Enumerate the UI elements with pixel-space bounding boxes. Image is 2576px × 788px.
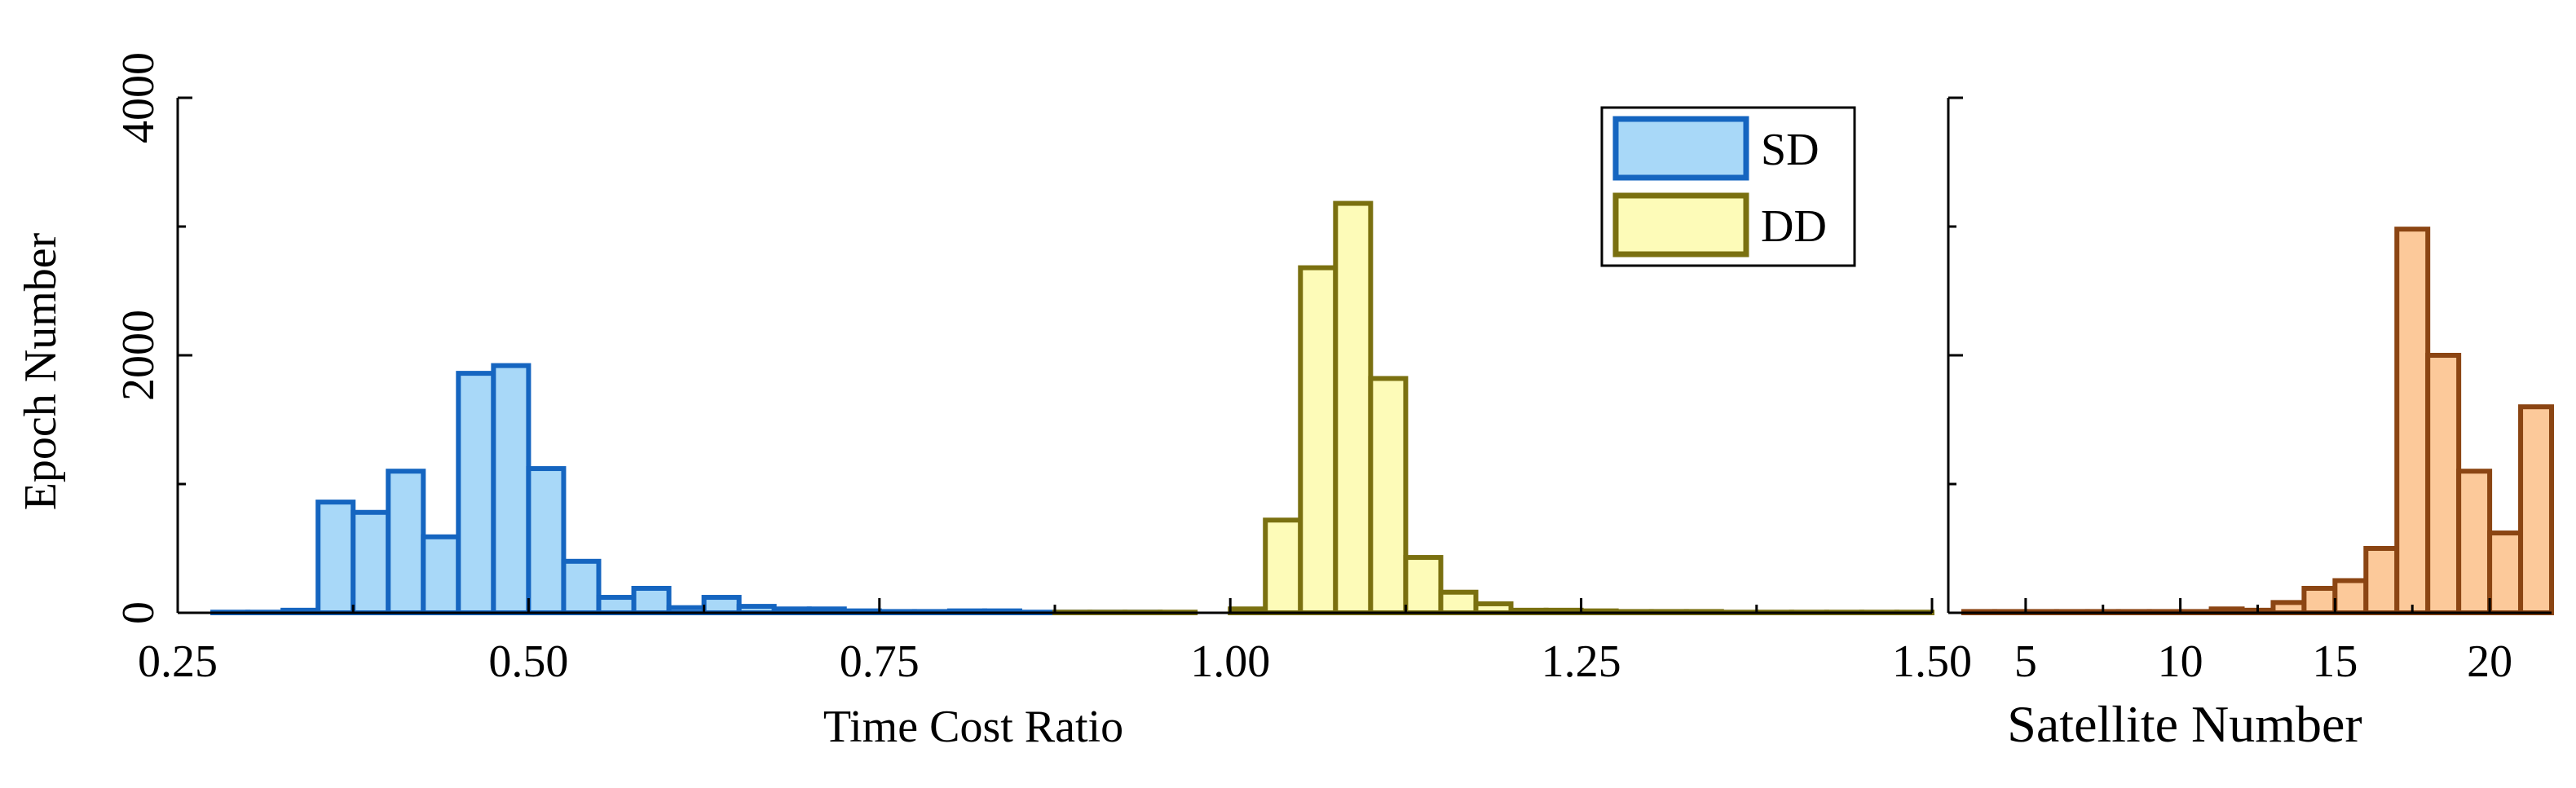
x-tick-label: 1.00 — [1190, 636, 1270, 687]
histogram-bar — [1403, 555, 1444, 615]
series-dd — [1052, 200, 1934, 616]
histogram-bar — [2270, 600, 2307, 615]
histogram-bar — [2394, 227, 2431, 615]
legend-swatch-sd — [1612, 116, 1749, 181]
histogram-bar — [2332, 578, 2369, 615]
x-tick-label: 10 — [2158, 636, 2203, 687]
legend: SD DD — [1600, 106, 1856, 267]
x-axis-label: Satellite Number — [2007, 695, 2362, 753]
legend-label-sd: SD — [1761, 125, 1820, 175]
x-tick-label: 0.50 — [488, 636, 568, 687]
histogram-bar — [1473, 601, 1514, 616]
y-tick-label: 4000 — [113, 52, 164, 143]
histogram-bar — [2301, 585, 2338, 615]
x-tick-label: 1.50 — [1892, 636, 1972, 687]
histogram-bar — [2518, 404, 2554, 616]
histogram-bar — [1333, 200, 1374, 615]
y-tick-label: 0 — [113, 601, 164, 624]
time-cost-ratio-histogram: 0.25 0.50 0.75 1.00 1.25 1.50 0 2000 4000 Epoch N… — [15, 52, 1972, 752]
histogram-bar — [2363, 546, 2400, 615]
x-tick-label: 0.75 — [840, 636, 920, 687]
y-tick-label: 2000 — [113, 310, 164, 401]
histogram-bar — [1438, 589, 1479, 615]
legend-label-dd: DD — [1761, 201, 1827, 252]
series-0 — [1961, 227, 2554, 616]
legend-swatch-dd — [1612, 192, 1749, 258]
y-axis-label: Epoch Number — [15, 232, 66, 510]
x-tick-label: 0.25 — [138, 636, 218, 687]
histogram-bar — [1263, 517, 1303, 615]
x-tick-label: 1.25 — [1542, 636, 1621, 687]
histogram-bar — [1368, 376, 1409, 615]
histogram-bar — [456, 371, 496, 615]
histogram-bar — [2487, 530, 2524, 615]
histogram-bar — [386, 469, 426, 616]
histogram-bar — [315, 500, 356, 615]
satellite-number-histogram: 5 10 15 20 Satellite Number — [1947, 96, 2554, 753]
histogram-bar — [526, 466, 567, 615]
series-sd — [210, 363, 1163, 616]
histogram-bar — [2425, 353, 2462, 615]
x-tick-label: 5 — [2014, 636, 2037, 687]
x-axis-label: Time Cost Ratio — [823, 702, 1123, 752]
x-tick-label: 20 — [2467, 636, 2512, 687]
histogram-bar — [561, 558, 602, 615]
histogram-bar — [491, 363, 532, 615]
histogram-bar — [701, 595, 742, 615]
histogram-bar — [631, 585, 672, 615]
histogram-bar — [596, 595, 637, 615]
x-tick-label: 15 — [2312, 636, 2358, 687]
histogram-bar — [351, 509, 391, 616]
histogram-bar — [2456, 469, 2493, 616]
histogram-bar — [1298, 265, 1339, 615]
histogram-bar — [421, 534, 461, 616]
